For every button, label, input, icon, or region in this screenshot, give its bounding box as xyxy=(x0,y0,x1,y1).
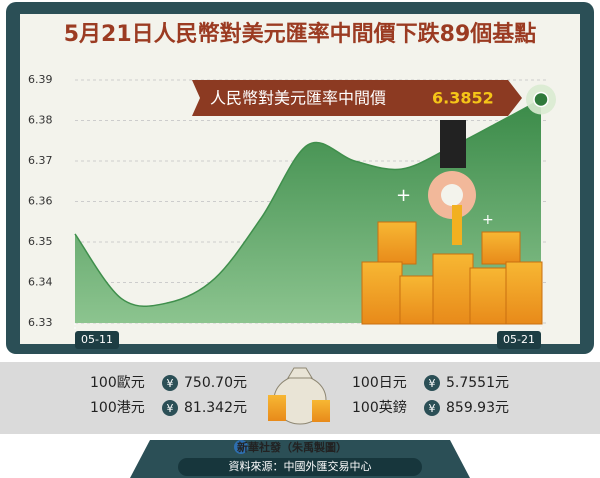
area xyxy=(75,99,541,323)
svg-text:+: + xyxy=(396,185,411,206)
rate-unit: 100英鎊 xyxy=(352,399,407,416)
y-tick-label: 6.34 xyxy=(28,276,53,289)
rate-amount: 859.93元 xyxy=(446,400,509,416)
annotation-banner xyxy=(192,80,522,116)
currency-symbol: ¥ xyxy=(429,377,436,390)
data-label: 6.3852 xyxy=(432,89,494,108)
currency-symbol: ¥ xyxy=(429,402,436,415)
annotation: 人民幣對美元匯率中間價 xyxy=(210,89,386,108)
y-tick-label: 6.37 xyxy=(28,154,53,167)
rate-unit: 100歐元 xyxy=(90,375,145,391)
coins-decoration: + + xyxy=(361,120,543,325)
currency-icon xyxy=(424,400,440,416)
x-tick-label: 05-21 xyxy=(503,333,535,346)
logo xyxy=(234,440,248,454)
end-point xyxy=(533,91,549,108)
y-tick-label: 6.36 xyxy=(28,195,53,208)
currency-symbol: ¥ xyxy=(167,377,174,390)
y-tick-label: 6.39 xyxy=(28,73,53,86)
y-tick-label: 6.35 xyxy=(28,235,53,248)
source: 資料來源：中國外匯交易中心 xyxy=(229,459,372,473)
chart-title: 5月21日人民幣對美元匯率中間價下跌89個基點 xyxy=(64,21,537,47)
currency-icon xyxy=(162,375,178,391)
x-label-pill xyxy=(497,331,541,349)
svg-text:+: + xyxy=(482,212,494,228)
x-tick-label: 05-11 xyxy=(81,333,113,346)
x-label-pill xyxy=(75,331,119,349)
source-pill xyxy=(178,458,422,476)
rate-unit: 100日元 xyxy=(352,375,407,391)
currency-symbol: ¥ xyxy=(167,402,174,415)
currency-icon xyxy=(162,400,178,416)
currency-icon xyxy=(424,375,440,391)
rate-amount: 81.342元 xyxy=(184,400,247,416)
rate-amount: 5.7551元 xyxy=(446,375,509,391)
money-bag xyxy=(268,367,330,425)
rate-amount: 750.70元 xyxy=(184,375,247,391)
agency-credit: 新華社發（朱禹製圖） xyxy=(237,440,347,454)
rate-unit: 100港元 xyxy=(90,400,145,416)
y-tick-label: 6.33 xyxy=(28,316,53,329)
y-tick-label: 6.38 xyxy=(28,114,53,127)
